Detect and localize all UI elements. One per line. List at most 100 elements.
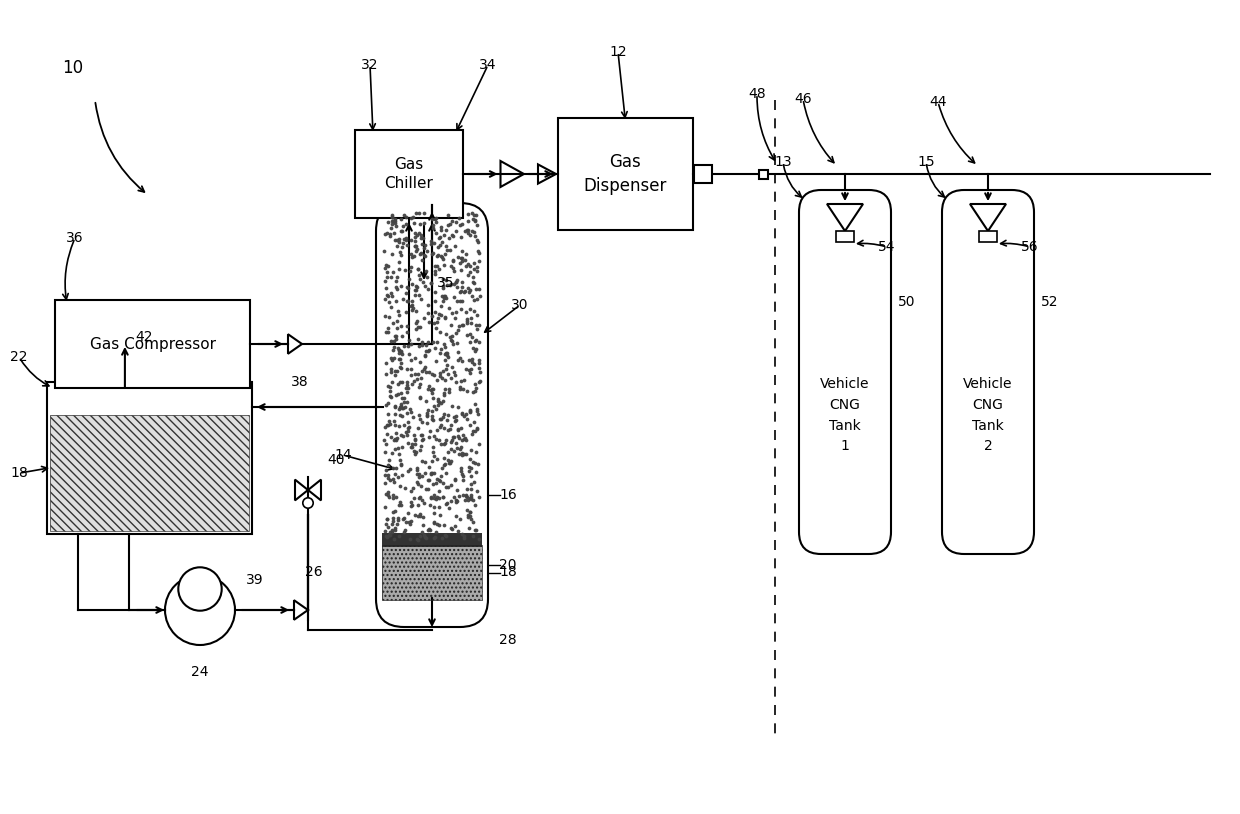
Point [405,239,425,252]
Point [419,380,439,393]
Point [388,387,408,400]
Point [399,333,419,346]
Point [460,364,480,377]
Point [460,312,480,325]
Point [444,291,464,304]
Point [451,408,471,421]
Point [467,309,487,322]
Point [435,346,455,359]
Point [404,509,424,522]
Point [466,523,486,536]
Point [407,244,427,257]
Point [398,382,418,395]
Point [424,501,444,514]
Point [382,247,402,260]
Point [446,280,466,293]
Point [391,400,410,413]
Point [410,377,430,390]
Point [435,457,455,470]
Point [397,281,417,294]
Point [401,462,420,475]
Point [378,488,398,501]
Point [465,499,485,512]
Point [410,510,430,523]
Point [384,365,404,378]
Point [464,213,484,226]
Point [434,258,454,271]
Point [397,234,417,247]
Point [428,249,448,262]
Point [392,348,412,361]
Point [408,462,428,475]
Point [391,345,410,358]
Point [435,467,455,480]
Point [405,234,425,247]
Text: 40: 40 [327,453,345,467]
Point [401,369,420,382]
Point [432,290,451,303]
Point [436,498,456,511]
Point [407,475,427,488]
Point [377,226,397,239]
Point [399,348,419,361]
Point [382,353,402,366]
Point [423,466,443,479]
Point [401,212,420,225]
Point [460,405,480,418]
Point [430,366,450,379]
Text: 32: 32 [361,58,378,72]
Point [377,427,397,440]
Bar [47,382,252,534]
Point [453,428,472,441]
Point [443,261,463,274]
Point [392,401,412,414]
Point [392,468,412,481]
Point [425,286,445,299]
Point [439,386,459,399]
Point [459,257,479,270]
Point [386,217,405,230]
Point [430,508,450,521]
Point [433,252,453,265]
Point [379,528,399,541]
Point [459,286,479,299]
Point [376,292,396,305]
Point [415,279,435,292]
Point [378,469,398,482]
Circle shape [165,575,236,645]
Point [403,482,423,495]
Point [396,231,415,244]
Point [428,424,448,437]
Point [383,265,403,278]
Point [438,243,458,256]
Point [401,532,420,545]
Point [456,489,476,502]
Point [418,382,438,395]
Point [439,457,459,470]
Point [410,371,430,384]
Point [407,463,427,476]
Point [403,211,423,224]
Point [435,348,455,361]
Point [387,322,407,335]
Point [378,486,398,499]
Point [389,495,409,508]
Point [413,510,433,523]
Point [450,352,470,365]
Point [465,213,485,226]
Point [391,457,410,470]
Point [433,272,453,285]
Point [423,382,443,395]
Point [405,351,425,364]
Point [465,335,485,348]
Point [376,438,396,451]
Point [374,261,394,274]
Point [408,314,428,327]
Point [469,533,489,546]
Point [423,445,443,458]
Point [382,447,402,460]
Point [415,348,435,361]
Point [434,388,454,401]
Point [392,499,412,512]
Point [441,523,461,536]
